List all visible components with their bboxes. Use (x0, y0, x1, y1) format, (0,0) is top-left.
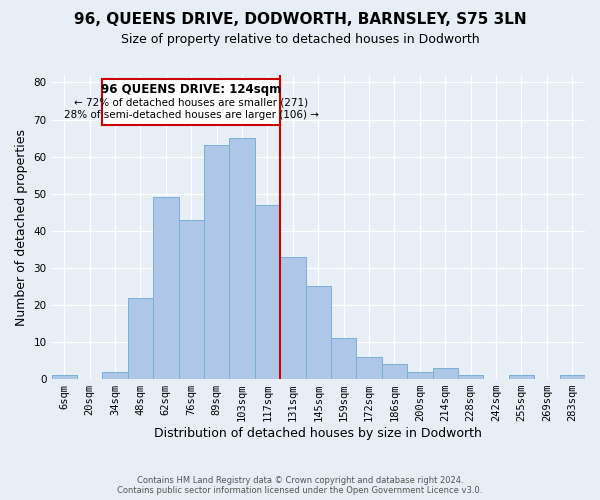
Text: ← 72% of detached houses are smaller (271): ← 72% of detached houses are smaller (27… (74, 97, 308, 108)
X-axis label: Distribution of detached houses by size in Dodworth: Distribution of detached houses by size … (154, 427, 482, 440)
Bar (458, 376, 484, 379)
Bar (356, 357, 382, 379)
Bar (407, 372, 433, 379)
Y-axis label: Number of detached properties: Number of detached properties (15, 128, 28, 326)
Bar (382, 364, 407, 379)
Bar (331, 338, 356, 379)
Text: 96 QUEENS DRIVE: 124sqm: 96 QUEENS DRIVE: 124sqm (101, 83, 281, 96)
Bar (128, 298, 153, 379)
FancyBboxPatch shape (103, 78, 280, 125)
Bar (229, 138, 255, 379)
Bar (305, 286, 331, 379)
Text: Contains HM Land Registry data © Crown copyright and database right 2024.
Contai: Contains HM Land Registry data © Crown c… (118, 476, 482, 495)
Text: Size of property relative to detached houses in Dodworth: Size of property relative to detached ho… (121, 32, 479, 46)
Text: 96, QUEENS DRIVE, DODWORTH, BARNSLEY, S75 3LN: 96, QUEENS DRIVE, DODWORTH, BARNSLEY, S7… (74, 12, 526, 28)
Bar (509, 376, 534, 379)
Bar (204, 146, 229, 379)
Bar (153, 198, 179, 379)
Bar (52, 376, 77, 379)
Bar (560, 376, 585, 379)
Bar (280, 256, 305, 379)
Text: 28% of semi-detached houses are larger (106) →: 28% of semi-detached houses are larger (… (64, 110, 319, 120)
Bar (433, 368, 458, 379)
Bar (255, 205, 280, 379)
Bar (103, 372, 128, 379)
Bar (179, 220, 204, 379)
